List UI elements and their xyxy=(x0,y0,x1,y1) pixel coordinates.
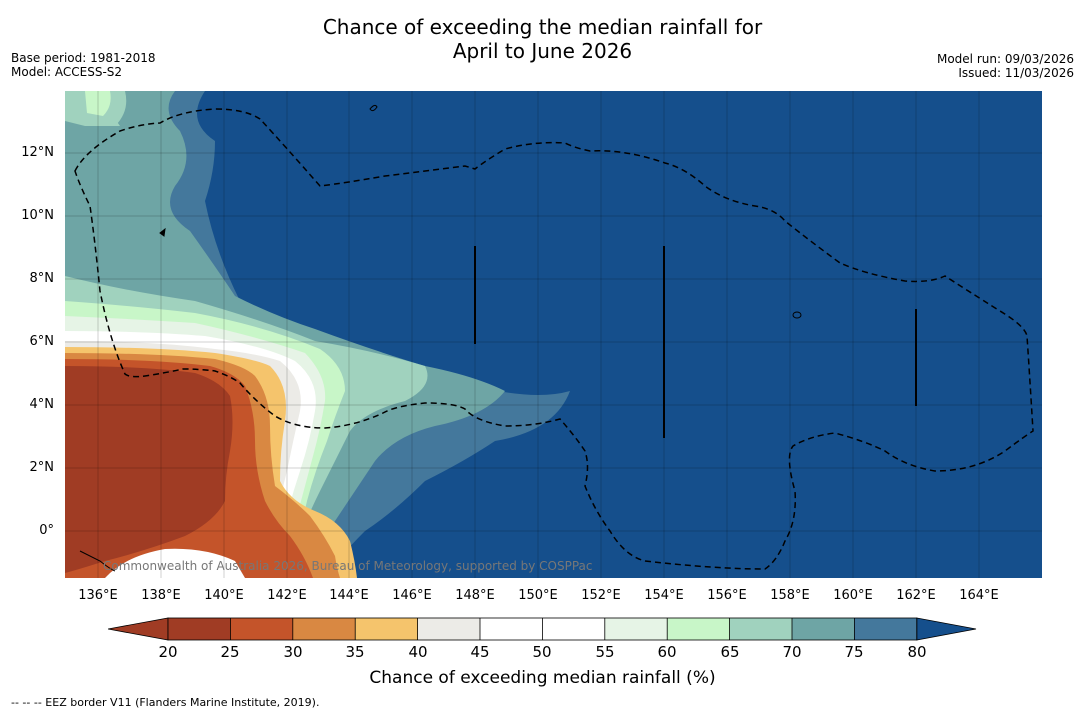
y-tick: 12°N xyxy=(21,145,54,160)
y-tick: 6°N xyxy=(29,334,55,349)
x-tick: 146°E xyxy=(392,588,432,603)
credit-text: Commonwealth of Australia 2026, Bureau o… xyxy=(103,559,593,573)
y-tick: 2°N xyxy=(29,460,55,475)
colorbar-tick: 40 xyxy=(408,643,428,661)
model-run: Model run: 09/03/2026 xyxy=(936,52,1074,66)
issued-date: Issued: 11/03/2026 xyxy=(958,66,1074,80)
colorbar-tick: 30 xyxy=(283,643,303,661)
rainfall-map xyxy=(65,91,1042,578)
map-svg xyxy=(65,91,1042,578)
x-tick: 150°E xyxy=(518,588,558,603)
colorbar-tick: 70 xyxy=(782,643,802,661)
x-tick: 156°E xyxy=(707,588,747,603)
x-tick: 162°E xyxy=(896,588,936,603)
colorbar-tick: 35 xyxy=(345,643,365,661)
colorbar-seg xyxy=(355,618,418,640)
colorbar-seg xyxy=(667,618,730,640)
land-features xyxy=(79,104,917,572)
band-20 xyxy=(65,366,233,573)
y-tick: 8°N xyxy=(29,271,55,286)
colorbar-tick: 45 xyxy=(470,643,490,661)
colorbar-seg xyxy=(792,618,855,640)
y-tick: 4°N xyxy=(29,397,55,412)
map-title: Chance of exceeding the median rainfall … xyxy=(0,15,1085,63)
y-tick: 0° xyxy=(39,523,54,538)
colorbar-seg xyxy=(542,618,605,640)
x-tick: 142°E xyxy=(267,588,307,603)
colorbar xyxy=(107,617,978,645)
colorbar-seg xyxy=(417,618,480,640)
band-bottom-left xyxy=(105,548,245,578)
colorbar-seg xyxy=(854,618,917,640)
x-tick: 138°E xyxy=(141,588,181,603)
colorbar-svg xyxy=(107,617,977,641)
x-tick: 144°E xyxy=(329,588,369,603)
colorbar-seg xyxy=(292,618,356,640)
meta-right: Model run: 09/03/2026 Issued: 11/03/2026 xyxy=(937,52,1074,80)
eez-border xyxy=(74,108,1034,570)
x-tick: 164°E xyxy=(959,588,999,603)
colorbar-tick: 50 xyxy=(532,643,552,661)
x-tick: 140°E xyxy=(204,588,244,603)
title-line-2: April to June 2026 xyxy=(452,39,633,63)
x-tick: 154°E xyxy=(644,588,684,603)
x-tick: 158°E xyxy=(770,588,810,603)
x-tick: 160°E xyxy=(833,588,873,603)
colorbar-seg xyxy=(230,618,293,640)
colorbar-tick: 75 xyxy=(844,643,864,661)
eez-border-note: -- -- -- EEZ border V11 (Flanders Marine… xyxy=(11,696,320,709)
colorbar-tick: 25 xyxy=(220,643,240,661)
title-line-1: Chance of exceeding the median rainfall … xyxy=(322,15,763,39)
colorbar-seg xyxy=(729,618,792,640)
colorbar-tick: 55 xyxy=(595,643,615,661)
model-name: Model: ACCESS-S2 xyxy=(11,65,123,79)
colorbar-seg xyxy=(168,618,231,640)
meta-left: Base period: 1981-2018 Model: ACCESS-S2 xyxy=(11,51,156,79)
colorbar-seg xyxy=(480,618,543,640)
x-tick: 152°E xyxy=(581,588,621,603)
x-tick: 136°E xyxy=(78,588,118,603)
colorbar-arrow-high xyxy=(916,617,977,641)
colorbar-tick: 65 xyxy=(720,643,740,661)
colorbar-seg xyxy=(604,618,668,640)
colorbar-tick: 60 xyxy=(657,643,677,661)
x-tick: 148°E xyxy=(455,588,495,603)
band-top-light-2 xyxy=(85,91,111,116)
colorbar-label: Chance of exceeding median rainfall (%) xyxy=(369,668,716,688)
colorbar-arrow-low xyxy=(107,617,169,641)
colorbar-tick: 80 xyxy=(907,643,927,661)
base-period: Base period: 1981-2018 xyxy=(11,51,156,65)
y-tick: 10°N xyxy=(21,208,54,223)
colorbar-tick: 20 xyxy=(158,643,178,661)
